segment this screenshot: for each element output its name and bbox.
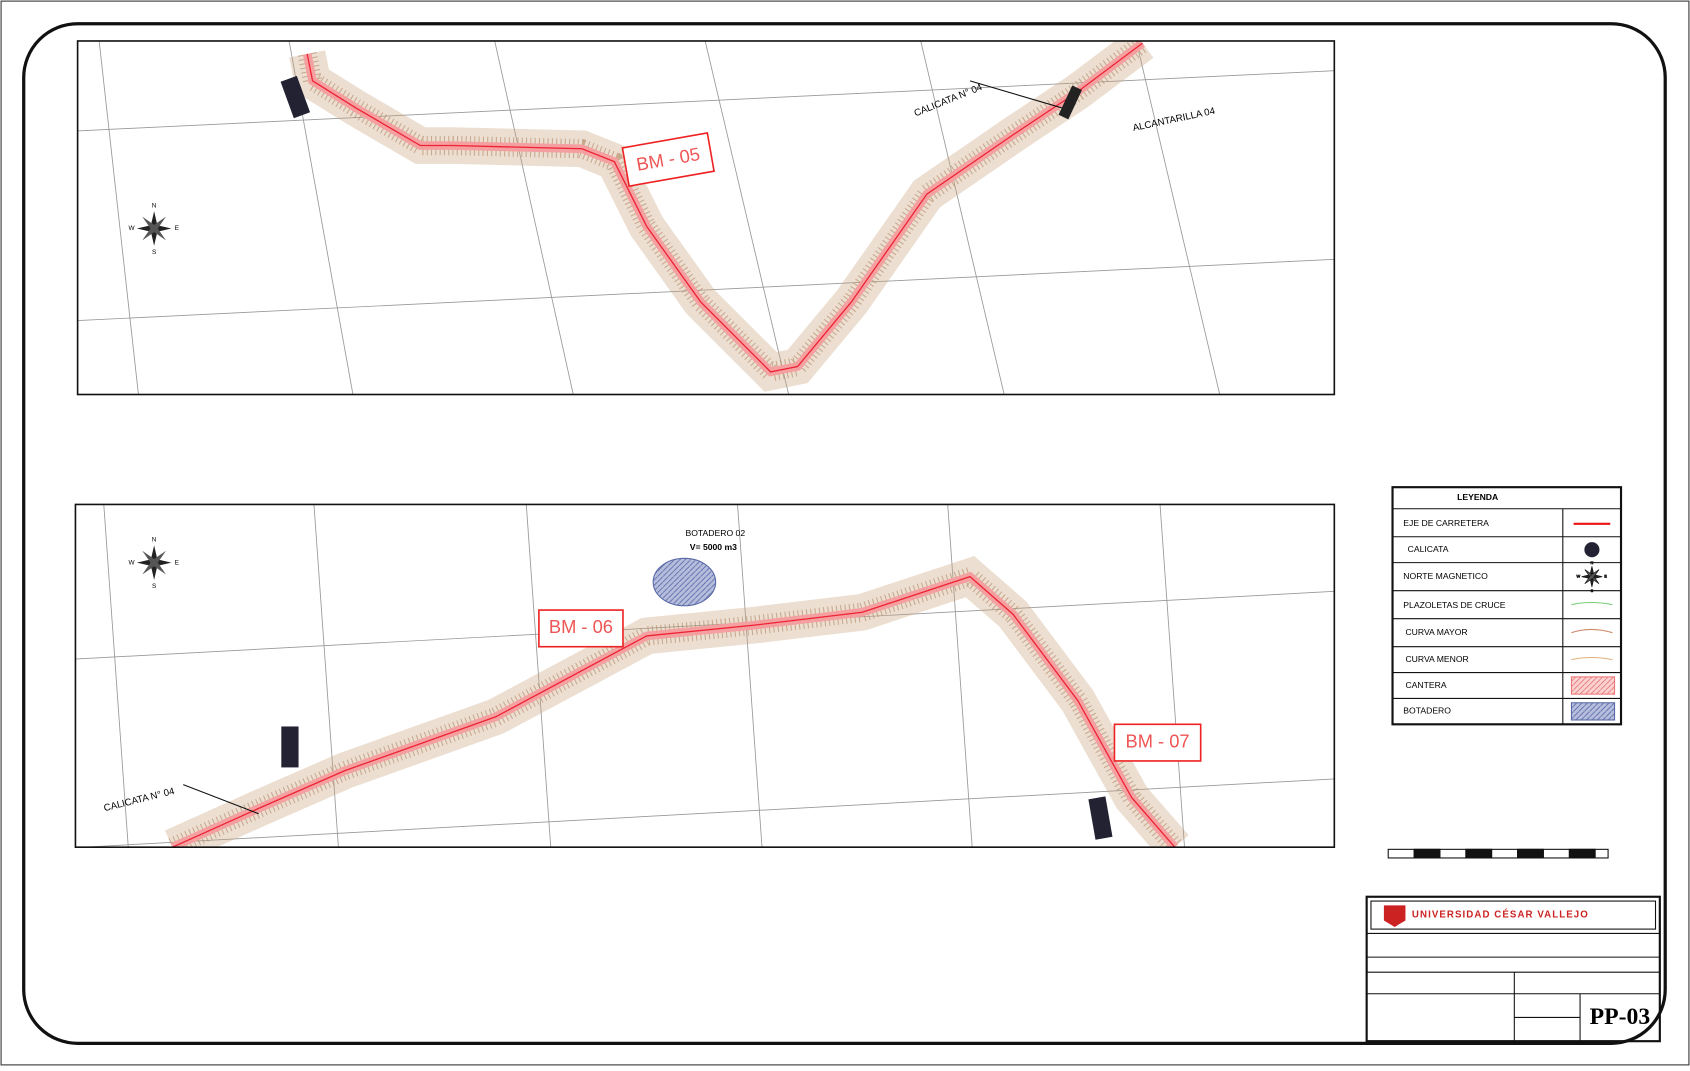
map-label: V= 5000 m3 <box>690 542 737 552</box>
plan-top <box>65 22 1348 410</box>
drawing-sheet: NS WE BM - 05 CALICATA N° 04 ALCANTARILL… <box>0 0 1690 1066</box>
legend-item: CURVA MAYOR <box>1405 627 1467 637</box>
legend-item: CALICATA <box>1408 544 1449 554</box>
map-label: CALICATA N° 04 <box>913 82 985 120</box>
bm-label: BM - 07 <box>1126 730 1190 751</box>
bm-label: BM - 06 <box>549 616 613 637</box>
legend-item: EJE DE CARRETERA <box>1403 518 1489 528</box>
legend-items: EJE DE CARRETERA CALICATA NORTE MAGNETIC… <box>1403 518 1505 716</box>
botadero <box>653 558 716 605</box>
legend-item: CURVA MENOR <box>1405 654 1468 664</box>
sheet-edge <box>1 1 1689 1065</box>
map-label: BOTADERO 02 <box>685 528 745 538</box>
sheet-number: PP-03 <box>1590 1004 1651 1030</box>
map-label: ALCANTARILLA 04 <box>1132 106 1217 134</box>
legend-item: NORTE MAGNETICO <box>1403 571 1488 581</box>
legend-item: PLAZOLETAS DE CRUCE <box>1403 600 1505 610</box>
map-label: CALICATA N° 04 <box>103 786 177 814</box>
university: UNIVERSIDAD CÉSAR VALLEJO <box>1412 910 1589 921</box>
legend-title: LEYENDA <box>1457 492 1498 502</box>
plan-frame <box>78 41 1335 395</box>
legend-item: CANTERA <box>1405 680 1446 690</box>
page: {"plan_top":{"labels":["BM - 05","CALICA… <box>0 0 1690 1066</box>
legend-item: BOTADERO <box>1403 706 1451 716</box>
scale-bar <box>1388 849 1608 858</box>
sheet-border <box>24 24 1665 1044</box>
